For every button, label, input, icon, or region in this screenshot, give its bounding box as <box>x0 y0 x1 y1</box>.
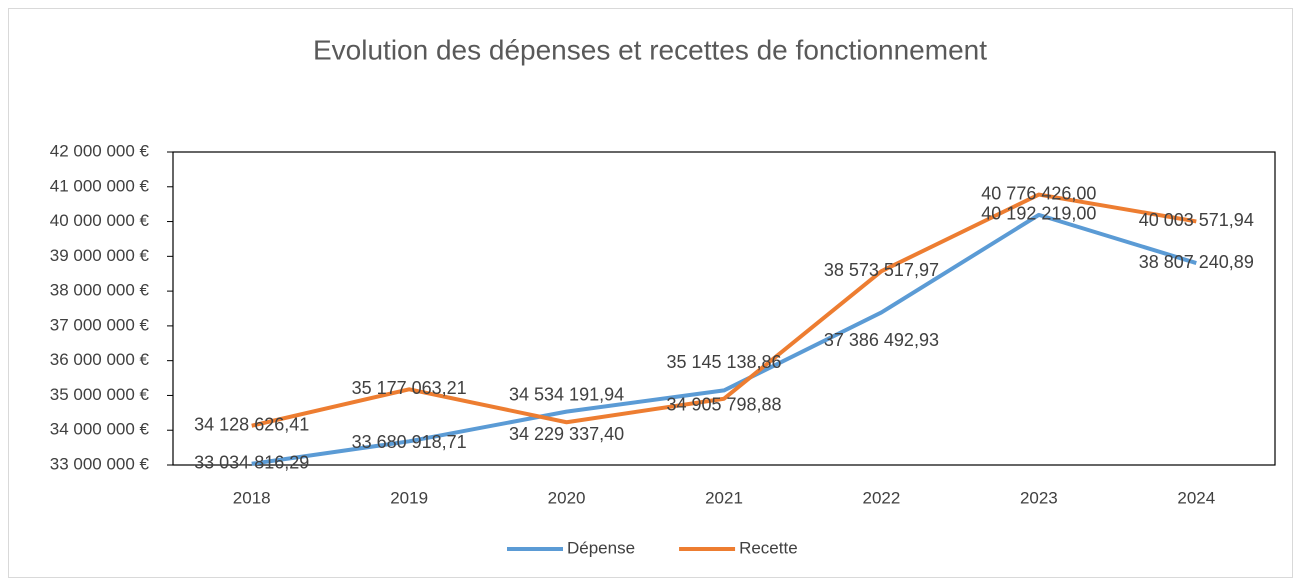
x-tick-label: 2019 <box>390 488 428 507</box>
x-tick-label: 2021 <box>705 488 743 507</box>
chart-border <box>8 8 1293 578</box>
y-tick-label: 35 000 000 € <box>50 385 150 404</box>
y-tick-label: 33 000 000 € <box>50 454 150 473</box>
data-label: 38 573 517,97 <box>824 260 939 280</box>
x-tick-label: 2020 <box>548 488 586 507</box>
x-tick-label: 2023 <box>1020 488 1058 507</box>
x-tick-label: 2018 <box>233 488 271 507</box>
data-label: 40 003 571,94 <box>1139 210 1254 230</box>
data-label: 40 776 426,00 <box>981 183 1096 203</box>
legend-label: Recette <box>739 538 798 557</box>
legend-label: Dépense <box>567 538 635 557</box>
data-label: 34 905 798,88 <box>666 394 781 414</box>
data-label: 35 145 138,86 <box>666 352 781 372</box>
data-label: 38 807 240,89 <box>1139 252 1254 272</box>
y-tick-label: 39 000 000 € <box>50 246 150 265</box>
y-tick-label: 37 000 000 € <box>50 315 150 334</box>
plot-area <box>172 151 1276 466</box>
y-tick-label: 34 000 000 € <box>50 420 150 439</box>
x-tick-label: 2024 <box>1177 488 1215 507</box>
y-tick-label: 38 000 000 € <box>50 281 150 300</box>
data-label: 33 680 918,71 <box>352 432 467 452</box>
data-label: 34 229 337,40 <box>509 424 624 444</box>
y-tick-label: 42 000 000 € <box>50 141 150 160</box>
series-line <box>251 212 1197 466</box>
data-label: 35 177 063,21 <box>352 378 467 398</box>
chart-title: Evolution des dépenses et recettes de fo… <box>313 34 987 65</box>
data-label: 34 128 626,41 <box>194 414 309 434</box>
x-tick-label: 2022 <box>863 488 901 507</box>
data-label: 37 386 492,93 <box>824 330 939 350</box>
series-line <box>251 192 1197 428</box>
y-tick-label: 40 000 000 € <box>50 211 150 230</box>
y-tick-label: 41 000 000 € <box>50 176 150 195</box>
data-label: 33 034 816,29 <box>194 453 309 473</box>
data-label: 40 192 219,00 <box>981 204 1096 224</box>
data-label: 34 534 191,94 <box>509 384 624 404</box>
y-tick-label: 36 000 000 € <box>50 350 150 369</box>
